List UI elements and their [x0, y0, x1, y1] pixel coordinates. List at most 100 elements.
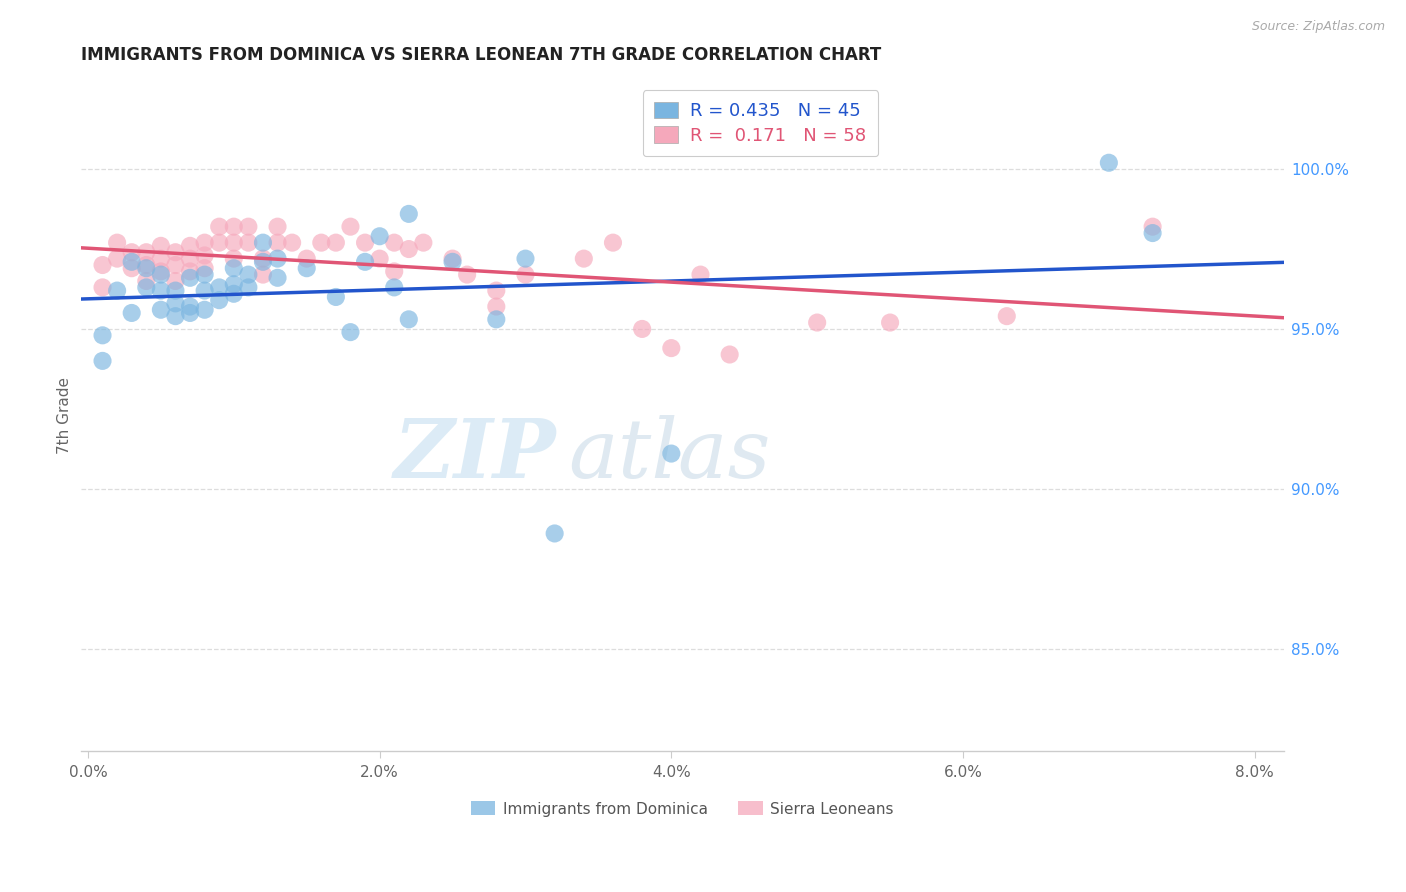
Point	[135, 274, 157, 288]
Point	[194, 302, 217, 317]
Point	[238, 219, 260, 234]
Point	[91, 328, 114, 343]
Point	[631, 322, 654, 336]
Point	[398, 242, 420, 256]
Point	[456, 268, 478, 282]
Point	[121, 306, 143, 320]
Point	[354, 255, 377, 269]
Point	[382, 280, 405, 294]
Point	[121, 261, 143, 276]
Point	[165, 274, 187, 288]
Point	[398, 207, 420, 221]
Point	[135, 261, 157, 276]
Point	[252, 235, 274, 250]
Text: Source: ZipAtlas.com: Source: ZipAtlas.com	[1251, 20, 1385, 33]
Point	[91, 280, 114, 294]
Point	[149, 264, 172, 278]
Point	[879, 316, 901, 330]
Point	[208, 219, 231, 234]
Point	[208, 235, 231, 250]
Point	[165, 296, 187, 310]
Point	[382, 235, 405, 250]
Point	[485, 300, 508, 314]
Point	[806, 316, 828, 330]
Point	[339, 325, 361, 339]
Point	[194, 248, 217, 262]
Point	[295, 261, 318, 276]
Y-axis label: 7th Grade: 7th Grade	[58, 376, 72, 454]
Point	[222, 261, 245, 276]
Point	[194, 261, 217, 276]
Point	[222, 219, 245, 234]
Point	[659, 446, 682, 460]
Point	[165, 309, 187, 323]
Point	[325, 290, 347, 304]
Point	[121, 245, 143, 260]
Point	[266, 270, 288, 285]
Point	[281, 235, 304, 250]
Point	[238, 235, 260, 250]
Point	[266, 219, 288, 234]
Point	[266, 235, 288, 250]
Point	[441, 255, 464, 269]
Point	[515, 252, 537, 266]
Point	[325, 235, 347, 250]
Point	[266, 252, 288, 266]
Point	[602, 235, 624, 250]
Point	[194, 284, 217, 298]
Point	[179, 270, 201, 285]
Point	[91, 258, 114, 272]
Point	[252, 255, 274, 269]
Point	[149, 252, 172, 266]
Point	[222, 252, 245, 266]
Text: ZIP: ZIP	[394, 416, 555, 495]
Point	[354, 235, 377, 250]
Point	[515, 268, 537, 282]
Point	[398, 312, 420, 326]
Legend: Immigrants from Dominica, Sierra Leoneans: Immigrants from Dominica, Sierra Leonean…	[464, 796, 900, 822]
Point	[135, 245, 157, 260]
Point	[382, 264, 405, 278]
Point	[91, 354, 114, 368]
Point	[368, 252, 391, 266]
Point	[718, 347, 741, 361]
Point	[368, 229, 391, 244]
Point	[105, 284, 128, 298]
Point	[659, 341, 682, 355]
Point	[165, 245, 187, 260]
Point	[311, 235, 333, 250]
Point	[339, 219, 361, 234]
Point	[995, 309, 1018, 323]
Point	[412, 235, 434, 250]
Point	[194, 268, 217, 282]
Point	[105, 252, 128, 266]
Point	[179, 306, 201, 320]
Text: IMMIGRANTS FROM DOMINICA VS SIERRA LEONEAN 7TH GRADE CORRELATION CHART: IMMIGRANTS FROM DOMINICA VS SIERRA LEONE…	[80, 46, 882, 64]
Point	[543, 526, 565, 541]
Point	[238, 268, 260, 282]
Point	[1098, 155, 1121, 169]
Point	[135, 280, 157, 294]
Point	[252, 252, 274, 266]
Point	[208, 280, 231, 294]
Point	[1142, 219, 1164, 234]
Point	[208, 293, 231, 308]
Point	[222, 277, 245, 292]
Point	[485, 284, 508, 298]
Point	[179, 239, 201, 253]
Point	[238, 280, 260, 294]
Point	[222, 286, 245, 301]
Point	[179, 252, 201, 266]
Point	[485, 312, 508, 326]
Point	[572, 252, 595, 266]
Point	[441, 252, 464, 266]
Point	[149, 239, 172, 253]
Point	[295, 252, 318, 266]
Point	[105, 235, 128, 250]
Point	[179, 264, 201, 278]
Point	[222, 235, 245, 250]
Point	[121, 255, 143, 269]
Point	[149, 268, 172, 282]
Text: atlas: atlas	[568, 416, 770, 495]
Point	[149, 284, 172, 298]
